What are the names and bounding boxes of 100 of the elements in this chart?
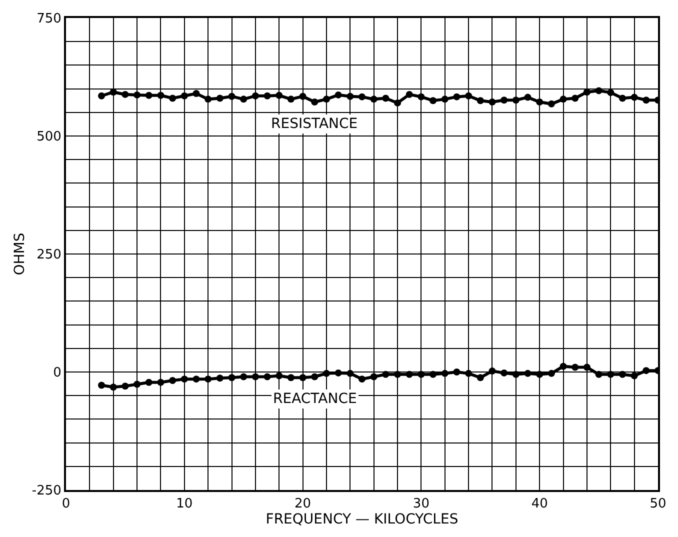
series-label: REACTANCE: [273, 391, 357, 407]
point: [430, 97, 437, 104]
point: [264, 92, 271, 100]
point: [572, 94, 579, 102]
point: [394, 99, 402, 106]
point: [334, 369, 342, 376]
point: [98, 382, 106, 389]
x-tick-label: 20: [294, 496, 312, 512]
point: [287, 96, 294, 103]
point: [252, 92, 259, 100]
point: [595, 87, 602, 94]
point: [453, 368, 460, 376]
point: [607, 370, 614, 378]
point: [418, 93, 425, 100]
point: [228, 374, 236, 382]
point: [618, 94, 626, 102]
point: [264, 373, 271, 380]
point: [488, 368, 496, 375]
point: [287, 374, 294, 382]
point: [157, 92, 164, 99]
point: [630, 372, 638, 380]
y-tick-label: 250: [36, 248, 62, 263]
x-tick-label: 50: [650, 496, 666, 512]
point: [583, 364, 590, 371]
point: [276, 92, 283, 99]
point: [122, 90, 129, 98]
point: [276, 372, 283, 380]
point: [322, 96, 330, 103]
point: [465, 370, 472, 377]
point: [240, 96, 248, 103]
point: [157, 378, 164, 386]
point: [583, 88, 590, 96]
point: [548, 370, 555, 377]
point: [453, 93, 460, 100]
y-tick-label: 750: [36, 12, 62, 27]
point: [642, 367, 650, 374]
point: [560, 362, 567, 370]
point: [465, 92, 472, 100]
point: [572, 364, 579, 371]
point: [512, 370, 520, 378]
point: [110, 384, 117, 391]
point: [500, 369, 508, 376]
point: [299, 374, 306, 382]
point: [110, 88, 117, 96]
point: [548, 100, 555, 108]
point: [642, 96, 650, 104]
point: [524, 94, 532, 101]
point: [512, 96, 520, 104]
point: [607, 89, 614, 96]
point: [382, 370, 390, 378]
point: [98, 92, 106, 100]
point: [311, 373, 318, 380]
point: [180, 92, 188, 100]
point: [382, 94, 390, 102]
point: [122, 382, 129, 390]
y-axis-title: OHMS: [12, 232, 28, 276]
series-label: RESISTANCE: [271, 116, 358, 132]
point: [536, 98, 544, 106]
point: [169, 94, 176, 102]
y-tick-label: -250: [32, 484, 62, 499]
point: [145, 378, 152, 386]
y-tick-label: 500: [36, 130, 62, 145]
point: [322, 370, 330, 377]
point: [524, 370, 532, 377]
point: [476, 97, 484, 104]
x-tick-label: 40: [531, 496, 548, 512]
point: [192, 90, 200, 98]
point: [406, 370, 413, 378]
point: [476, 374, 484, 382]
point: [180, 376, 188, 383]
point: [358, 376, 366, 383]
point: [240, 373, 248, 380]
point: [418, 370, 425, 378]
point: [488, 98, 496, 106]
point: [334, 91, 342, 98]
point: [299, 92, 306, 100]
point: [252, 373, 259, 380]
point: [394, 370, 402, 378]
x-tick-label: 30: [412, 496, 430, 512]
point: [134, 91, 141, 98]
point: [192, 376, 200, 383]
point: [169, 377, 176, 384]
point: [204, 376, 212, 383]
point: [216, 94, 224, 102]
point: [595, 370, 602, 378]
point: [346, 92, 354, 100]
point: [311, 98, 318, 106]
x-tick-label: 10: [176, 496, 193, 512]
point: [216, 374, 224, 382]
point: [618, 370, 626, 378]
point: [630, 94, 638, 101]
point: [500, 96, 508, 104]
point: [536, 370, 544, 378]
x-axis-title: FREQUENCY — KILOCYCLES: [266, 512, 458, 528]
point: [430, 370, 437, 378]
point: [134, 380, 141, 388]
point: [145, 92, 152, 99]
point: [228, 92, 236, 100]
point: [370, 96, 378, 103]
point: [560, 96, 567, 103]
